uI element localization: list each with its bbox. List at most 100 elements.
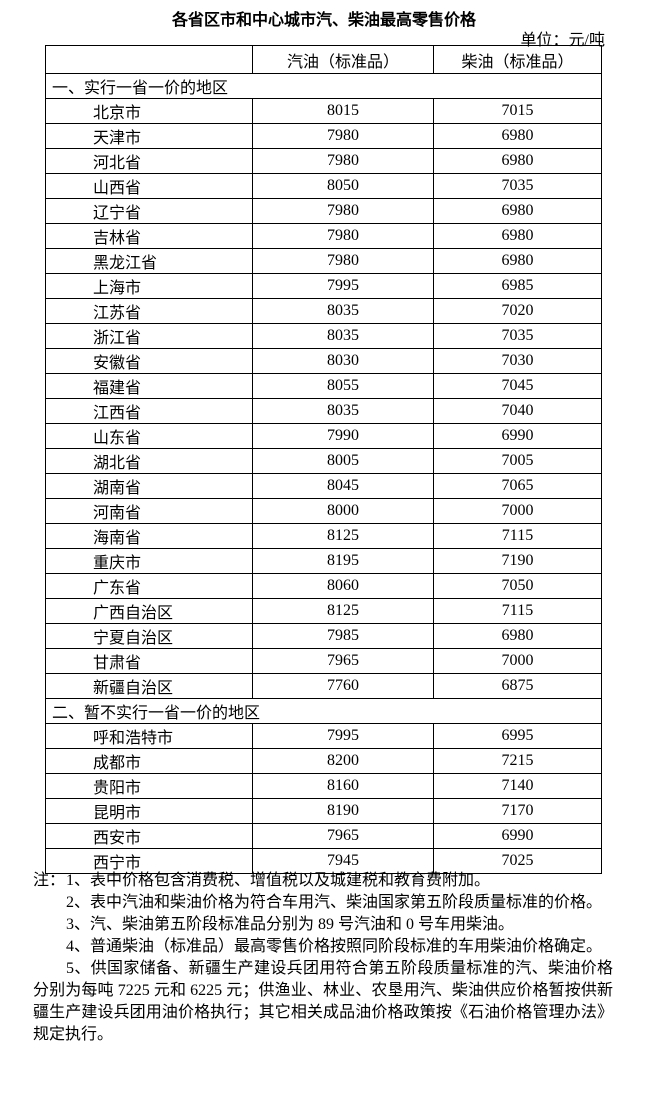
table-row: 湖南省 8045 7065 — [45, 473, 602, 499]
diesel-price-cell: 7190 — [433, 548, 602, 574]
diesel-price-cell: 7170 — [433, 798, 602, 824]
table-row: 上海市 7995 6985 — [45, 273, 602, 299]
table-row: 广东省 8060 7050 — [45, 573, 602, 599]
diesel-price-cell: 7005 — [433, 448, 602, 474]
diesel-price-cell: 6990 — [433, 823, 602, 849]
region-cell: 海南省 — [45, 523, 253, 549]
region-cell: 湖北省 — [45, 448, 253, 474]
gasoline-price-cell: 8190 — [252, 798, 434, 824]
gasoline-price-cell: 8050 — [252, 173, 434, 199]
diesel-price-cell: 7025 — [433, 848, 602, 874]
region-cell: 江西省 — [45, 398, 253, 424]
gasoline-price-cell: 8005 — [252, 448, 434, 474]
table-row: 宁夏自治区 7985 6980 — [45, 623, 602, 649]
note-item: 4、普通柴油（标准品）最高零售价格按照同阶段标准的车用柴油价格确定。 — [66, 938, 603, 955]
notes-label: 注： — [33, 872, 66, 889]
table-row: 西宁市 7945 7025 — [45, 848, 602, 874]
diesel-price-cell: 7035 — [433, 173, 602, 199]
diesel-price-cell: 7115 — [433, 523, 602, 549]
region-cell: 湖南省 — [45, 473, 253, 499]
note-item: 5、供国家储备、新疆生产建设兵团用符合第五阶段质量标准的汽、柴油价格分别为每吨 … — [33, 960, 613, 1043]
note-item: 注：1、表中价格包含消费税、增值税以及城建税和教育费附加。 — [33, 870, 613, 892]
region-cell: 呼和浩特市 — [45, 723, 253, 749]
diesel-price-cell: 6980 — [433, 223, 602, 249]
note-item: 3、汽、柴油第五阶段标准品分别为 89 号汽油和 0 号车用柴油。 — [66, 916, 515, 933]
gasoline-price-cell: 8035 — [252, 398, 434, 424]
gasoline-price-cell: 7965 — [252, 823, 434, 849]
price-table: 汽油（标准品） 柴油（标准品） 一、实行一省一价的地区 北京市 8015 7015 天津… — [45, 45, 602, 874]
table-row: 江苏省 8035 7020 — [45, 298, 602, 324]
gasoline-price-cell: 8035 — [252, 323, 434, 349]
diesel-price-cell: 7045 — [433, 373, 602, 399]
gasoline-price-cell: 8030 — [252, 348, 434, 374]
region-cell: 山西省 — [45, 173, 253, 199]
gasoline-price-cell: 7965 — [252, 648, 434, 674]
diesel-price-cell: 6980 — [433, 623, 602, 649]
table-row: 昆明市 8190 7170 — [45, 798, 602, 824]
table-row: 海南省 8125 7115 — [45, 523, 602, 549]
gasoline-price-cell: 8160 — [252, 773, 434, 799]
region-cell: 北京市 — [45, 98, 253, 124]
diesel-price-cell: 6980 — [433, 148, 602, 174]
table-header-row: 汽油（标准品） 柴油（标准品） — [45, 45, 602, 74]
diesel-price-cell: 7140 — [433, 773, 602, 799]
table-row: 山东省 7990 6990 — [45, 423, 602, 449]
region-cell: 新疆自治区 — [45, 673, 253, 699]
page-title: 各省区市和中心城市汽、柴油最高零售价格 — [171, 12, 476, 29]
table-row: 辽宁省 7980 6980 — [45, 198, 602, 224]
table-row: 河北省 7980 6980 — [45, 148, 602, 174]
gasoline-price-cell: 8015 — [252, 98, 434, 124]
table-row: 福建省 8055 7045 — [45, 373, 602, 399]
note-item: 2、表中汽油和柴油价格为符合车用汽、柴油国家第五阶段质量标准的价格。 — [66, 894, 603, 911]
table-row: 湖北省 8005 7005 — [45, 448, 602, 474]
region-cell: 浙江省 — [45, 323, 253, 349]
region-cell: 上海市 — [45, 273, 253, 299]
diesel-price-cell: 7000 — [433, 498, 602, 524]
region-cell: 西安市 — [45, 823, 253, 849]
gasoline-price-cell: 8060 — [252, 573, 434, 599]
table-row: 西安市 7965 6990 — [45, 823, 602, 849]
table-row: 黑龙江省 7980 6980 — [45, 248, 602, 274]
diesel-price-cell: 6980 — [433, 198, 602, 224]
diesel-price-cell: 7030 — [433, 348, 602, 374]
region-cell: 福建省 — [45, 373, 253, 399]
table-row: 呼和浩特市 7995 6995 — [45, 723, 602, 749]
region-cell: 辽宁省 — [45, 198, 253, 224]
gasoline-price-cell: 8055 — [252, 373, 434, 399]
region-cell: 黑龙江省 — [45, 248, 253, 274]
region-cell: 成都市 — [45, 748, 253, 774]
gasoline-price-cell: 8195 — [252, 548, 434, 574]
note-text: 1、表中价格包含消费税、增值税以及城建税和教育费附加。 — [66, 872, 491, 889]
table-row: 河南省 8000 7000 — [45, 498, 602, 524]
section-header: 二、暂不实行一省一价的地区 — [45, 698, 602, 724]
table-row: 甘肃省 7965 7000 — [45, 648, 602, 674]
column-header-diesel: 柴油（标准品） — [433, 45, 602, 74]
region-cell: 吉林省 — [45, 223, 253, 249]
diesel-price-cell: 7040 — [433, 398, 602, 424]
section-header-row: 一、实行一省一价的地区 — [45, 73, 602, 99]
gasoline-price-cell: 7980 — [252, 198, 434, 224]
column-header-region — [45, 45, 253, 74]
unit-label: 单位：元/吨 — [520, 32, 605, 49]
diesel-price-cell: 6980 — [433, 123, 602, 149]
table-row: 安徽省 8030 7030 — [45, 348, 602, 374]
gasoline-price-cell: 7995 — [252, 273, 434, 299]
diesel-price-cell: 7065 — [433, 473, 602, 499]
diesel-price-cell: 7035 — [433, 323, 602, 349]
section-header: 一、实行一省一价的地区 — [45, 73, 602, 99]
table-row: 天津市 7980 6980 — [45, 123, 602, 149]
table-row: 北京市 8015 7015 — [45, 98, 602, 124]
region-cell: 昆明市 — [45, 798, 253, 824]
gasoline-price-cell: 7980 — [252, 123, 434, 149]
gasoline-price-cell: 8125 — [252, 523, 434, 549]
diesel-price-cell: 7050 — [433, 573, 602, 599]
gasoline-price-cell: 7760 — [252, 673, 434, 699]
diesel-price-cell: 6875 — [433, 673, 602, 699]
region-cell: 天津市 — [45, 123, 253, 149]
diesel-price-cell: 6985 — [433, 273, 602, 299]
region-cell: 山东省 — [45, 423, 253, 449]
diesel-price-cell: 7015 — [433, 98, 602, 124]
region-cell: 河北省 — [45, 148, 253, 174]
diesel-price-cell: 6980 — [433, 248, 602, 274]
